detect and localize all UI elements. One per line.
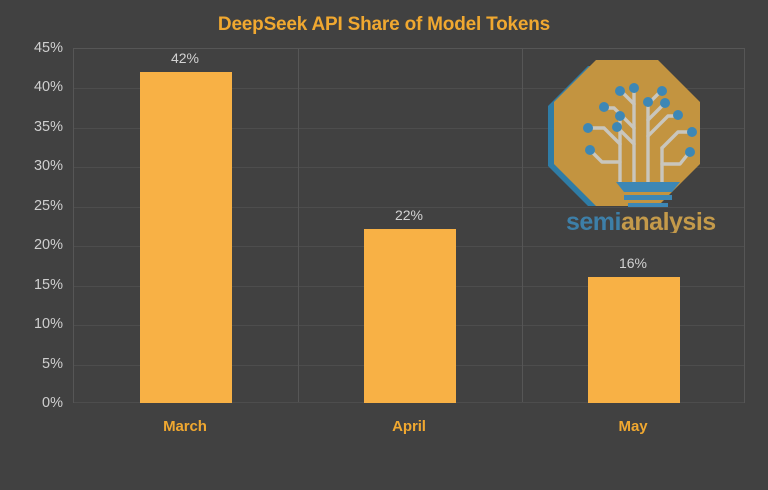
y-axis-tick-label: 0% [42, 395, 63, 411]
plot-area [73, 48, 745, 403]
gridline-vertical [298, 49, 299, 403]
gridline-horizontal [74, 127, 744, 129]
y-axis-tick-label: 15% [33, 276, 63, 293]
y-axis-tick-label: 45% [33, 40, 63, 56]
gridline-horizontal [74, 88, 744, 90]
y-axis-tick-label: 25% [33, 197, 63, 214]
gridline-vertical [522, 49, 523, 403]
bar[interactable] [588, 276, 680, 403]
chart-title: DeepSeek API Share of Model Tokens [217, 14, 551, 35]
category-label: April [392, 418, 426, 435]
bar-value-label: 16% [618, 254, 648, 271]
y-axis-tick-label: 5% [42, 355, 63, 372]
bar-value-label: 42% [170, 49, 200, 66]
y-axis-tick-label: 30% [33, 158, 63, 175]
bar-value-label: 22% [394, 207, 424, 224]
y-axis-tick-label: 20% [33, 237, 63, 254]
y-axis-tick-label: 35% [33, 118, 63, 135]
y-axis-tick-label: 40% [33, 79, 63, 96]
gridline-horizontal [74, 167, 744, 169]
category-label: March [163, 418, 207, 435]
y-axis-tick-label: 10% [33, 316, 63, 333]
bar[interactable] [364, 229, 456, 403]
bar[interactable] [140, 71, 232, 403]
gridline-horizontal [74, 206, 744, 208]
category-label: May [618, 418, 648, 435]
